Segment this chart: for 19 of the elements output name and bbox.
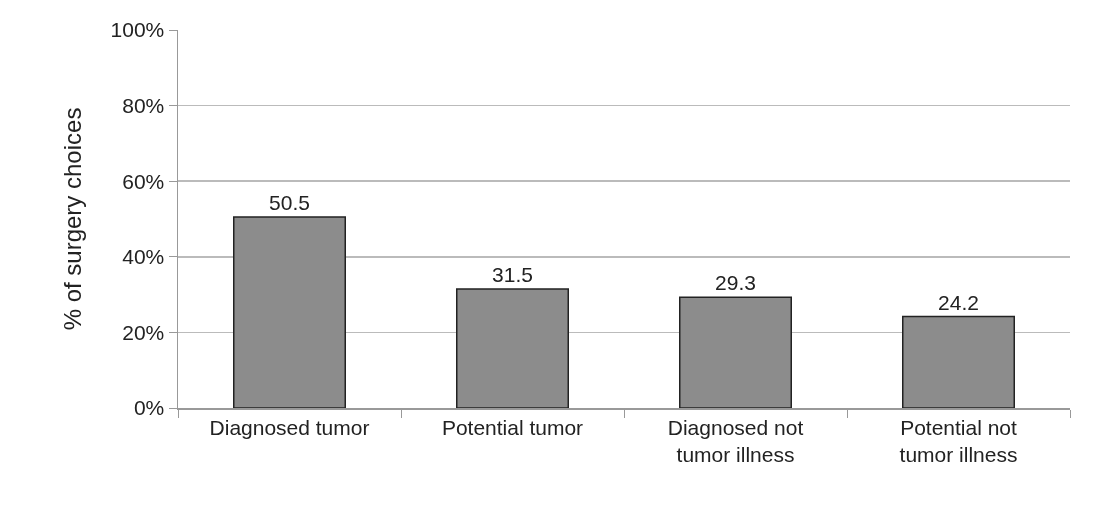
data-label: 29.3 [715, 271, 756, 295]
bar [679, 296, 792, 408]
y-tick-label: 40% [122, 245, 165, 269]
y-tick-label: 100% [110, 18, 165, 42]
y-tick-label: 60% [122, 169, 165, 193]
bar [233, 216, 346, 408]
x-tick-label: Potential tumor [441, 415, 584, 439]
data-label: 50.5 [269, 191, 310, 215]
x-tick-label: Potential not tumor illness [899, 415, 1018, 466]
y-axis-title: % of surgery choices [58, 107, 86, 331]
y-tick-label: 20% [122, 320, 165, 344]
bar [456, 288, 569, 408]
data-label: 31.5 [492, 262, 533, 286]
y-tick-label: 0% [133, 396, 165, 420]
x-tick-label: Diagnosed tumor [209, 415, 370, 439]
bar [902, 315, 1015, 408]
x-tick-label: Diagnosed not tumor illness [667, 415, 804, 466]
data-label: 24.2 [938, 290, 979, 314]
y-tick-label: 80% [122, 93, 165, 117]
